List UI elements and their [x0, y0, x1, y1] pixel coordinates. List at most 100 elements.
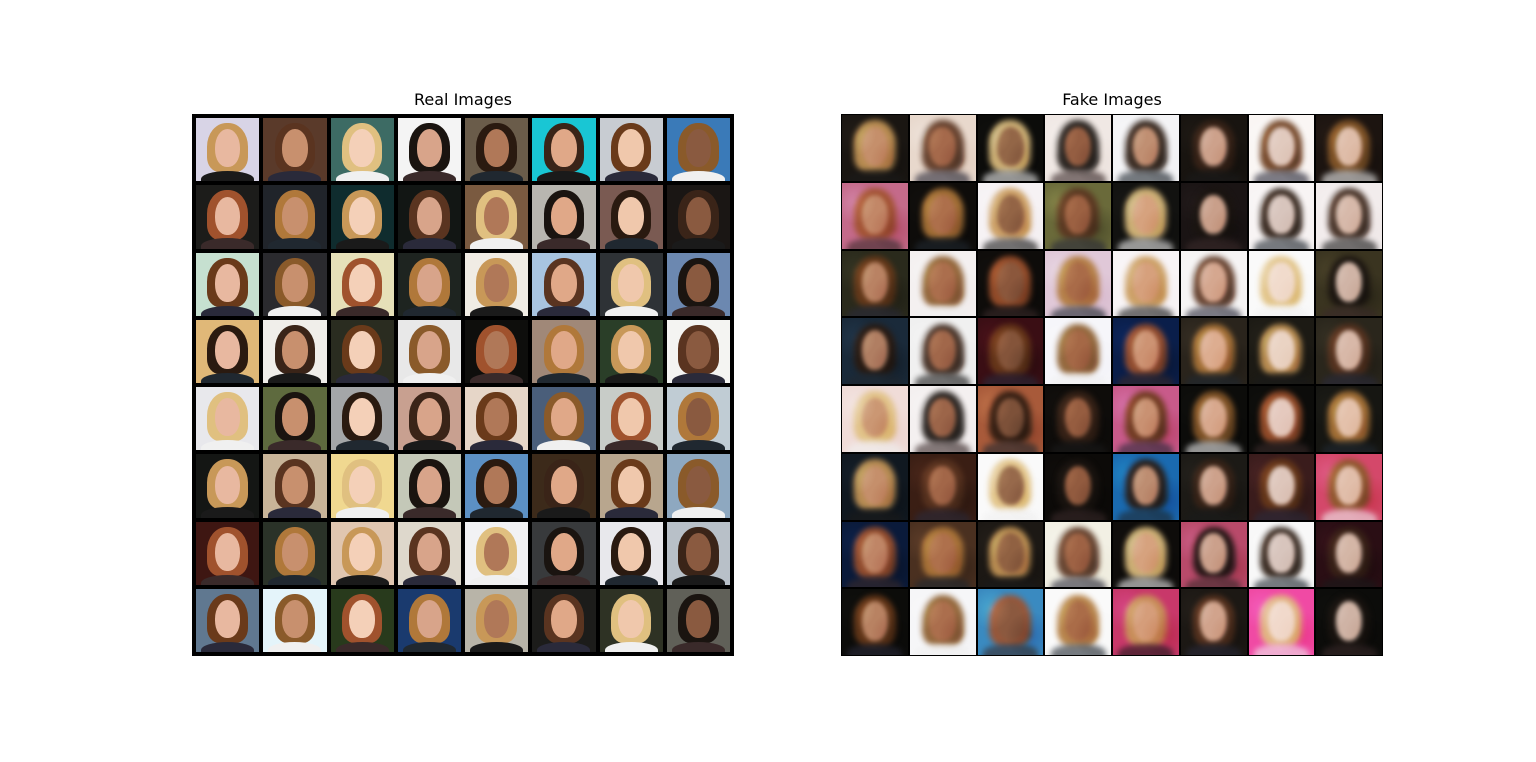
- fake-image-thumbnail: [1248, 250, 1315, 317]
- real-image-thumbnail: [666, 319, 730, 383]
- face-shape: [416, 465, 443, 504]
- real-image-thumbnail: [666, 454, 730, 518]
- artifact-overlay: [1113, 589, 1179, 655]
- fake-image-thumbnail: [842, 250, 908, 317]
- face-shape: [861, 397, 889, 438]
- shoulders-shape: [671, 305, 725, 316]
- real-image-thumbnail: [397, 588, 461, 652]
- face-shape: [416, 263, 443, 302]
- fake-image-thumbnail: [1113, 115, 1179, 181]
- shoulders-shape: [1050, 373, 1106, 384]
- face-shape: [282, 331, 308, 370]
- shoulders-shape: [1050, 237, 1106, 249]
- shoulders-shape: [982, 373, 1038, 384]
- real-image-thumbnail: [532, 319, 596, 383]
- real-image-thumbnail: [532, 252, 596, 316]
- real-image-thumbnail: [330, 185, 394, 249]
- face-shape: [1200, 126, 1227, 167]
- face-shape: [551, 331, 577, 370]
- fake-image-thumbnail: [1248, 453, 1315, 520]
- fake-image-thumbnail: [1316, 386, 1382, 452]
- shoulders-shape: [847, 373, 903, 384]
- face-shape: [618, 129, 644, 168]
- shoulders-shape: [1186, 508, 1242, 520]
- face-shape: [483, 465, 510, 504]
- shoulders-shape: [268, 305, 322, 316]
- face-shape: [349, 398, 375, 437]
- shoulders-shape: [982, 644, 1038, 655]
- real-image-thumbnail: [532, 454, 596, 518]
- face-shape: [618, 196, 644, 235]
- face-shape: [416, 129, 443, 168]
- shoulders-shape: [604, 372, 658, 383]
- real-image-thumbnail: [330, 118, 394, 182]
- face-shape: [349, 465, 375, 504]
- artifact-overlay: [1316, 250, 1382, 317]
- artifact-overlay: [1045, 115, 1111, 181]
- fake-image-thumbnail: [1045, 115, 1111, 181]
- face-shape: [551, 196, 577, 235]
- face-shape: [483, 263, 510, 302]
- shoulders-shape: [1118, 305, 1174, 317]
- real-image-thumbnail: [196, 185, 260, 249]
- shoulders-shape: [470, 305, 524, 316]
- fake-image-thumbnail: [1248, 182, 1315, 249]
- artifact-overlay: [1113, 182, 1179, 249]
- face-shape: [1064, 533, 1092, 573]
- fake-image-thumbnail: [842, 589, 908, 655]
- shoulders-shape: [1050, 305, 1106, 317]
- face-shape: [551, 263, 577, 302]
- fake-image-thumbnail: [1248, 521, 1315, 588]
- shoulders-shape: [402, 305, 456, 316]
- shoulders-shape: [604, 305, 658, 316]
- shoulders-shape: [1253, 373, 1309, 384]
- shoulders-shape: [1118, 441, 1174, 452]
- shoulders-shape: [470, 238, 524, 249]
- real-image-thumbnail: [599, 588, 663, 652]
- face-shape: [1268, 465, 1295, 506]
- face-shape: [282, 532, 308, 571]
- shoulders-shape: [402, 238, 456, 249]
- artifact-overlay: [1248, 589, 1315, 655]
- real-image-thumbnail: [330, 521, 394, 585]
- face-shape: [685, 398, 712, 437]
- face-shape: [997, 262, 1024, 302]
- artifact-overlay: [1045, 182, 1111, 249]
- face-shape: [416, 600, 443, 639]
- shoulders-shape: [1050, 441, 1106, 452]
- shoulders-shape: [402, 641, 456, 652]
- fake-image-thumbnail: [909, 318, 976, 384]
- real-image-thumbnail: [666, 588, 730, 652]
- shoulders-shape: [915, 441, 971, 452]
- fake-image-thumbnail: [1113, 182, 1179, 249]
- face-shape: [1335, 262, 1363, 302]
- shoulders-shape: [1321, 576, 1377, 588]
- face-shape: [1064, 465, 1092, 506]
- artifact-overlay: [1045, 453, 1111, 520]
- shoulders-shape: [1118, 644, 1174, 655]
- fake-image-thumbnail: [977, 589, 1044, 655]
- shoulders-shape: [268, 507, 322, 518]
- artifact-overlay: [977, 386, 1044, 452]
- fake-image-thumbnail: [1045, 182, 1111, 249]
- face-shape: [1335, 194, 1363, 235]
- shoulders-shape: [201, 641, 255, 652]
- face-shape: [861, 601, 889, 641]
- face-shape: [1200, 465, 1227, 506]
- face-shape: [483, 129, 510, 168]
- shoulders-shape: [470, 574, 524, 585]
- face-shape: [929, 601, 956, 641]
- fake-image-thumbnail: [1248, 386, 1315, 452]
- shoulders-shape: [537, 171, 591, 182]
- fake-image-thumbnail: [842, 182, 908, 249]
- shoulders-shape: [847, 170, 903, 181]
- real-image-thumbnail: [330, 454, 394, 518]
- shoulders-shape: [1186, 237, 1242, 249]
- face-shape: [1064, 262, 1092, 302]
- face-shape: [1132, 330, 1160, 370]
- artifact-overlay: [1248, 182, 1315, 249]
- fake-image-thumbnail: [909, 115, 976, 181]
- artifact-overlay: [1248, 250, 1315, 317]
- real-image-thumbnail: [263, 521, 327, 585]
- artifact-overlay: [909, 453, 976, 520]
